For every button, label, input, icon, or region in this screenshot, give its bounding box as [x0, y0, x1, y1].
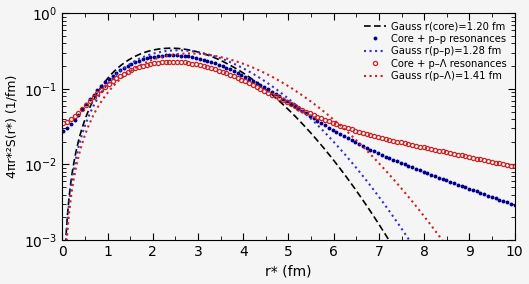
- Core + p–Λ resonances: [314, 115, 321, 118]
- Core + p–Λ resonances: [155, 61, 161, 64]
- Core + p–Λ resonances: [170, 60, 176, 63]
- Gauss r(p–p)=1.28 fm: [421, 261, 427, 264]
- Gauss r(p–Λ)=1.41 fm: [259, 70, 265, 73]
- Line: Gauss r(p–p)=1.28 fm: Gauss r(p–p)=1.28 fm: [62, 50, 515, 284]
- Core + p–Λ resonances: [60, 122, 66, 125]
- Core + p–p resonances: [314, 119, 321, 122]
- Core + p–Λ resonances: [512, 165, 518, 168]
- Gauss r(p–p)=1.28 fm: [412, 248, 418, 251]
- Gauss r(p–Λ)=1.41 fm: [242, 63, 249, 66]
- Gauss r(p–p)=1.28 fm: [259, 78, 265, 81]
- Core + p–p resonances: [421, 170, 427, 174]
- Core + p–Λ resonances: [185, 61, 191, 65]
- Gauss r(core)=1.20 fm: [105, 76, 112, 79]
- Line: Gauss r(p–Λ)=1.41 fm: Gauss r(p–Λ)=1.41 fm: [62, 53, 515, 284]
- Core + p–Λ resonances: [500, 162, 506, 166]
- Gauss r(p–Λ)=1.41 fm: [105, 90, 112, 93]
- Gauss r(core)=1.20 fm: [370, 214, 377, 218]
- Core + p–p resonances: [155, 54, 161, 58]
- Line: Core + p–p resonances: Core + p–p resonances: [61, 53, 517, 207]
- Line: Gauss r(core)=1.20 fm: Gauss r(core)=1.20 fm: [62, 48, 515, 284]
- Gauss r(core)=1.20 fm: [168, 47, 174, 50]
- Core + p–p resonances: [170, 53, 176, 57]
- Legend: Gauss r(core)=1.20 fm, Core + p–p resonances, Gauss r(p–p)=1.28 fm, Core + p–Λ r: Gauss r(core)=1.20 fm, Core + p–p resona…: [361, 18, 509, 84]
- Gauss r(p–p)=1.28 fm: [175, 49, 181, 52]
- Core + p–Λ resonances: [375, 135, 381, 139]
- Gauss r(p–Λ)=1.41 fm: [412, 204, 418, 207]
- Core + p–p resonances: [60, 129, 66, 132]
- Gauss r(p–Λ)=1.41 fm: [187, 52, 193, 55]
- Core + p–p resonances: [185, 55, 191, 58]
- Y-axis label: 4πr*²S(r*) (1/fm): 4πr*²S(r*) (1/fm): [6, 75, 19, 178]
- Gauss r(p–p)=1.28 fm: [105, 81, 112, 85]
- Gauss r(p–p)=1.28 fm: [242, 68, 249, 71]
- Line: Core + p–Λ resonances: Core + p–Λ resonances: [61, 60, 517, 169]
- Gauss r(p–p)=1.28 fm: [370, 188, 377, 191]
- Gauss r(core)=1.20 fm: [259, 85, 265, 88]
- Core + p–p resonances: [375, 151, 381, 155]
- Gauss r(core)=1.20 fm: [412, 283, 418, 284]
- Gauss r(core)=1.20 fm: [242, 73, 249, 76]
- Gauss r(p–Λ)=1.41 fm: [421, 214, 427, 217]
- Core + p–p resonances: [500, 199, 506, 203]
- Gauss r(p–Λ)=1.41 fm: [370, 156, 377, 159]
- X-axis label: r* (fm): r* (fm): [265, 264, 312, 278]
- Core + p–p resonances: [512, 204, 518, 207]
- Core + p–Λ resonances: [421, 146, 427, 149]
